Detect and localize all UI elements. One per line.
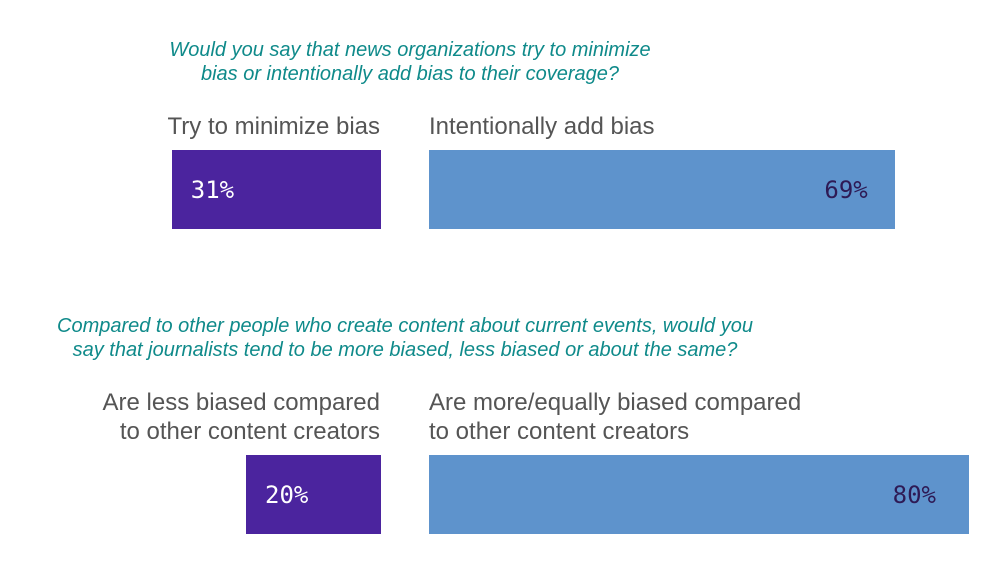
- chart-1-left-category-label: Try to minimize bias: [167, 113, 380, 140]
- chart-2-left-category-label-line-2: to other content creators: [119, 418, 380, 445]
- chart-2-right-category-label-line-1: Are more/equally biased compared: [429, 389, 802, 416]
- chart-1-title-line-2: bias or intentionally add bias to their …: [200, 63, 620, 85]
- chart-1-bar-add-bias: 69%: [429, 150, 895, 229]
- chart-2-bar-less-biased: 20%: [246, 455, 381, 534]
- chart-2-right-category-label: Are more/equally biased compared to othe…: [429, 388, 801, 446]
- chart-1-title-line-1: Would you say that news organizations tr…: [169, 39, 651, 61]
- chart-2-bar-more-equally-biased-value: 80%: [892, 480, 936, 509]
- chart-1-bar-minimize-bias: 31%: [171, 150, 381, 229]
- chart-2-bar-more-equally-biased: 80%: [429, 455, 969, 534]
- chart-2-bar-less-biased-value: 20%: [265, 480, 309, 509]
- chart-2-left-category-label: Are less biased compared to other conten…: [103, 388, 380, 446]
- chart-2-right-category-label-line-2: to other content creators: [429, 418, 690, 445]
- chart-2-left-category-label-line-1: Are less biased compared: [102, 389, 380, 416]
- chart-1-bar-minimize-bias-value: 31%: [190, 175, 235, 204]
- chart-1-right-category-label: Intentionally add bias: [429, 113, 655, 140]
- chart-2-title: Compared to other people who create cont…: [0, 314, 810, 362]
- chart-2-title-line-1: Compared to other people who create cont…: [57, 315, 753, 337]
- chart-1-bar-add-bias-value: 69%: [824, 175, 868, 204]
- chart-2-title-line-2: say that journalists tend to be more bia…: [72, 339, 738, 361]
- chart-1-title: Would you say that news organizations tr…: [100, 38, 720, 86]
